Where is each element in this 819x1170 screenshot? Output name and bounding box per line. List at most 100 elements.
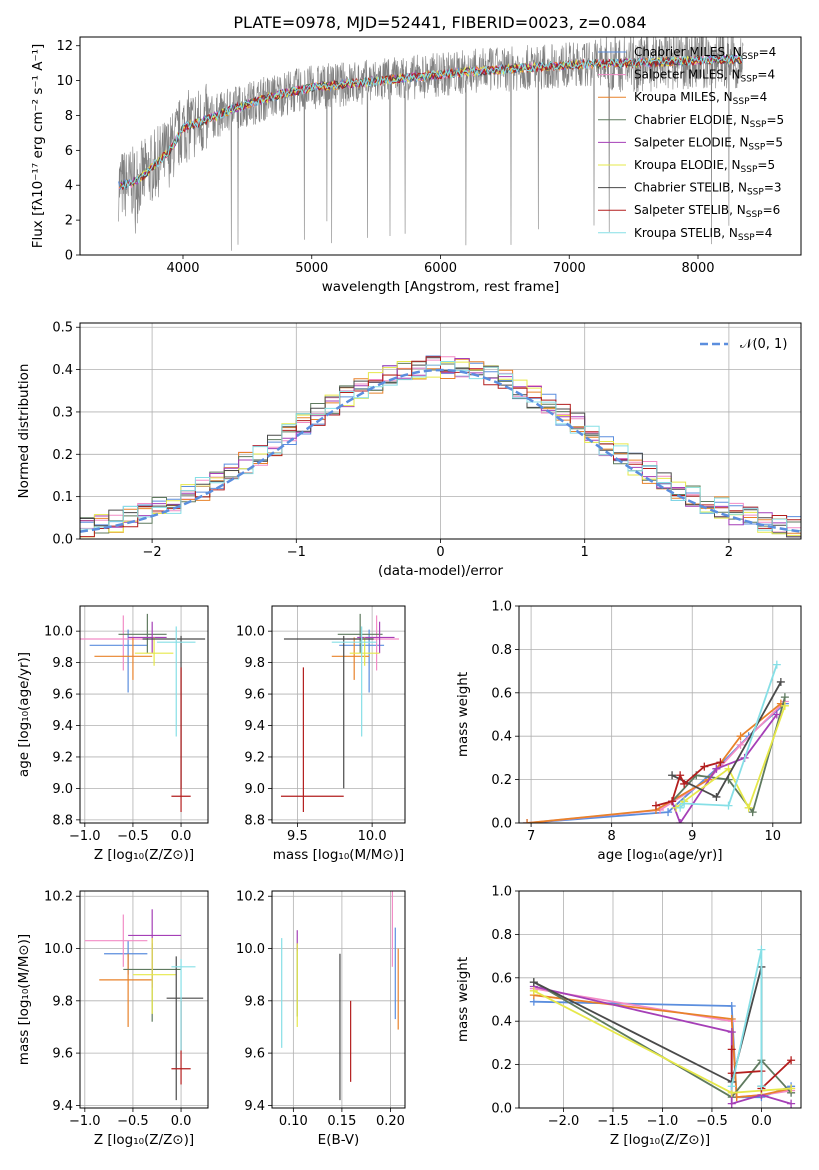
- y-tick-label: 4: [65, 179, 73, 194]
- weight-point-marker: [727, 1002, 736, 1011]
- histogram-step-line: [80, 361, 801, 531]
- y-axis-label: mass weight: [455, 957, 471, 1042]
- weight-point-marker: [780, 693, 789, 702]
- weight-point-marker: [712, 764, 721, 773]
- y-tick-label: 0.6: [491, 971, 512, 986]
- legend-label: Kroupa ELODIE, NSSP=5: [634, 158, 775, 175]
- weight-point-marker: [680, 799, 689, 808]
- legend-label: Salpeter STELIB, NSSP=6: [634, 203, 780, 220]
- legend-label-count: =6: [763, 203, 781, 217]
- weight-point-marker: [787, 1099, 796, 1108]
- legend-label: Chabrier STELIB, NSSP=3: [634, 181, 782, 198]
- y-tick-label: 9.0: [52, 782, 73, 797]
- weight-point-marker: [748, 808, 757, 817]
- panel-mass_vs_EBV: 0.10 0.15 0.20 9.4 9.6 9.8 10.0 10.2 E(B-V): [236, 890, 406, 1148]
- weight-point-marker: [724, 764, 733, 773]
- weight-point-marker: [727, 1028, 736, 1037]
- plot-area: [281, 891, 399, 1101]
- weight-series-line: [671, 713, 778, 823]
- figure-title: PLATE=0978, MJD=52441, FIBERID=0023, z=0…: [233, 13, 646, 32]
- normal-curve: [80, 368, 801, 533]
- y-tick-label: 1.0: [491, 885, 512, 900]
- x-tick-label: 9.5: [287, 829, 308, 844]
- weight-point-marker: [776, 677, 785, 686]
- plot-area: [280, 613, 400, 812]
- y-tick-label: 9.6: [52, 688, 73, 703]
- legend-label-count: =4: [759, 45, 777, 59]
- weight-point-marker: [676, 771, 685, 780]
- weight-point-marker: [772, 710, 781, 719]
- legend-label: Salpeter MILES, NSSP=4: [634, 68, 775, 85]
- legend-label-sub: SSP: [741, 165, 758, 175]
- spectrum-model-line: [121, 54, 744, 190]
- weight-point-marker: [716, 758, 725, 767]
- x-axis-label: mass [log₁₀(M/M⊙)]: [273, 847, 404, 863]
- legend-label: Chabrier ELODIE, NSSP=5: [634, 113, 784, 130]
- legend-label-count: =3: [764, 181, 782, 195]
- axes-frame: [79, 890, 209, 1109]
- legend-label-sub: SSP: [738, 233, 755, 243]
- weight-point-marker: [664, 808, 673, 817]
- weight-point-marker: [727, 1045, 736, 1054]
- y-tick-label: 0.8: [491, 643, 512, 658]
- weight-point-marker: [676, 803, 685, 812]
- legend-label-sub: SSP: [747, 188, 764, 198]
- y-tick-label: 9.4: [244, 1099, 265, 1114]
- x-axis-label: (data-model)/error: [378, 563, 504, 579]
- legend-label: Salpeter ELODIE, NSSP=5: [634, 135, 783, 152]
- y-tick-label: 10.0: [236, 625, 265, 640]
- legend-label-text: Chabrier STELIB, N: [634, 181, 747, 195]
- x-tick-label: 0.20: [376, 1114, 405, 1129]
- x-axis-label: wavelength [Angstrom, rest frame]: [322, 279, 560, 295]
- x-axis-label: age [log₁₀(age/yr)]: [597, 847, 722, 863]
- axes-frame: [518, 890, 802, 1109]
- y-tick-label: 9.8: [244, 994, 265, 1009]
- y-tick-label: 0.4: [491, 1015, 512, 1030]
- y-tick-label: 1.0: [491, 600, 512, 615]
- legend-label: Kroupa MILES, NSSP=4: [634, 90, 767, 107]
- x-tick-label: 7000: [553, 261, 586, 276]
- y-tick-label: 2: [65, 214, 73, 229]
- weight-point-marker: [787, 1056, 796, 1065]
- panel-spectrum: 4000 5000 6000 7000 8000 0 2 4 6 8 10 12 wavelength …: [30, 36, 802, 295]
- y-tick-label: 8: [65, 109, 73, 124]
- weight-point-marker: [724, 801, 733, 810]
- y-tick-label: 10: [56, 74, 73, 89]
- weight-point-marker: [668, 797, 677, 806]
- weight-point-marker: [727, 1015, 736, 1024]
- y-tick-label: 0.3: [52, 405, 73, 420]
- x-tick-label: 0.15: [327, 1114, 356, 1129]
- legend-label-sub: SSP: [750, 120, 767, 130]
- y-tick-label: 10.2: [236, 890, 265, 905]
- legend-label-sub: SSP: [741, 75, 758, 85]
- x-tick-label: 10: [765, 829, 782, 844]
- legend-label-text: Salpeter MILES, N: [634, 68, 741, 82]
- plot-area: [84, 909, 204, 1101]
- y-tick-label: 9.6: [244, 1047, 265, 1062]
- y-tick-label: 10.0: [44, 942, 73, 957]
- weight-series-line: [533, 990, 792, 1094]
- weight-series-line: [679, 664, 778, 809]
- weight-point-marker: [529, 986, 538, 995]
- weight-series-line: [655, 761, 721, 807]
- panel-age_vs_Z: −1.0 −0.5 0.0 8.8 9.0 9.2 9.4 9.6 9.8 10.0 Z [log₁…: [16, 605, 209, 863]
- plot-area: [529, 945, 796, 1108]
- legend-label-text: Kroupa STELIB, N: [634, 226, 738, 240]
- plot-area: [118, 37, 744, 251]
- axes-frame: [271, 890, 406, 1109]
- panel-mass_weight_vs_Z: −2.0 −1.5 −1.0 −0.5 0.0 0.0 0.2 0.4 0.6 0.8 1.0 Z […: [455, 885, 802, 1148]
- legend-label-count: =4: [755, 226, 773, 240]
- plot-area: [80, 355, 801, 538]
- legend-label-sub: SSP: [742, 52, 759, 62]
- y-axis-label: Normed distribution: [16, 364, 32, 499]
- weight-point-marker: [712, 792, 721, 801]
- x-tick-label: 4000: [166, 261, 199, 276]
- weight-point-marker: [736, 732, 745, 741]
- x-tick-label: 5000: [295, 261, 328, 276]
- y-tick-label: 9.8: [52, 656, 73, 671]
- x-tick-label: −2.0: [548, 1114, 580, 1129]
- legend-label-text: Chabrier MILES, N: [634, 45, 742, 59]
- legend-label-text: Salpeter ELODIE, N: [634, 135, 748, 149]
- y-tick-label: 0.1: [52, 490, 73, 505]
